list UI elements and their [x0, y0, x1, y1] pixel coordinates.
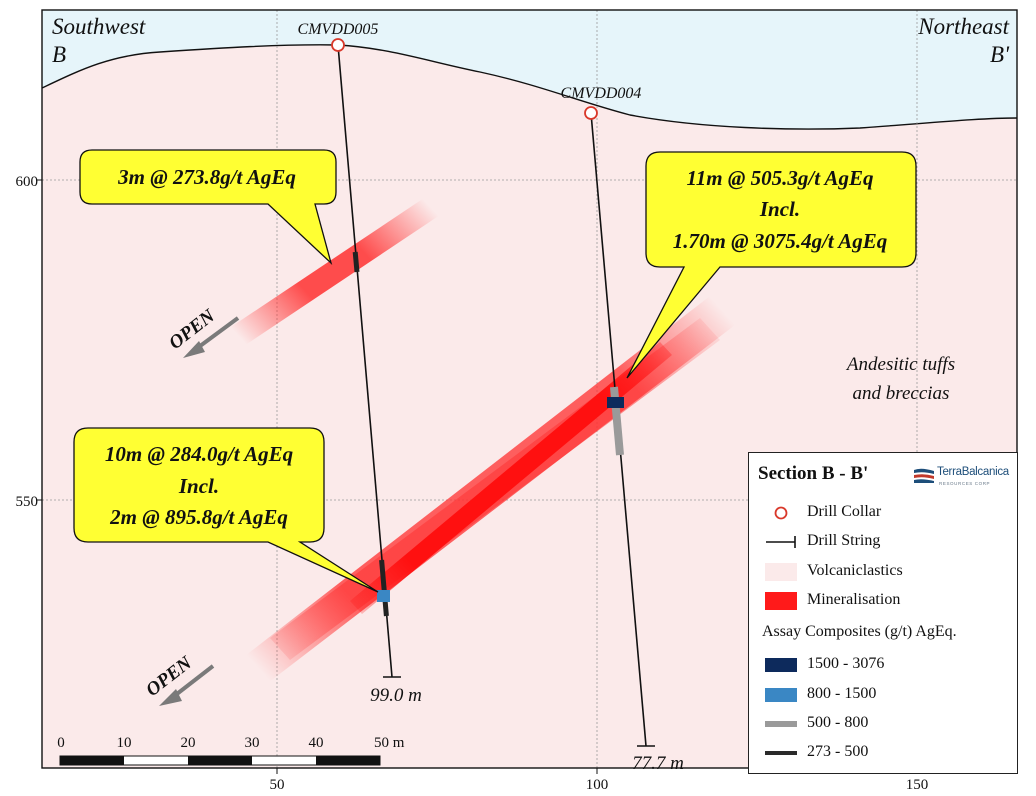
end-depth-cmvdd004: 77.7 m: [632, 753, 684, 774]
hole-label-cmvdd005: CMVDD005: [298, 21, 379, 38]
open-arrow-lower-icon: [159, 689, 182, 706]
x-tick-150: 150: [906, 777, 929, 793]
callout-cmvdd004-line-2: Incl.: [759, 197, 800, 221]
southwest-label: Southwest: [52, 14, 146, 39]
section-start-label: B: [52, 42, 66, 67]
drill-collar-cmvdd005: [331, 38, 345, 52]
legend-item-drill-string: Drill String: [749, 530, 1017, 554]
lithology-label-line-1: Andesitic tuffs: [845, 354, 955, 375]
legend-label-drill-collar: Drill Collar: [807, 503, 882, 520]
mineralisation-zone-upper: [213, 194, 446, 356]
assay-header: Assay Composites (g/t) AgEq.: [762, 623, 957, 640]
scale-label-30: 30: [245, 735, 260, 751]
x-tick-50: 50: [270, 777, 285, 793]
legend-item-assay-273-500: 273 - 500: [749, 741, 1017, 765]
legend-label-mineralisation: Mineralisation: [807, 591, 901, 608]
logo-text: TerraBalcanica: [937, 466, 1009, 478]
open-arrow-upper-icon: [183, 341, 205, 358]
callout-cmvdd004-intercept: 11m @ 505.3g/t AgEq Incl. 1.70m @ 3075.4…: [626, 151, 917, 379]
legend-label-assay-500-800: 500 - 800: [807, 714, 869, 731]
legend-label-volcaniclastics: Volcaniclastics: [807, 562, 903, 579]
legend-panel: Section B - B' TerraBalcanica RESOURCES …: [748, 452, 1018, 774]
callout-upper-line-1: 3m @ 273.8g/t AgEq: [117, 165, 296, 189]
callout-cmvdd005-line-2: Incl.: [178, 474, 219, 498]
scale-bar: 0 10 20 30 40 50 m: [57, 735, 405, 766]
y-tick-600: 600: [16, 174, 39, 190]
callout-cmvdd005-line-1: 10m @ 284.0g/t AgEq: [105, 442, 293, 466]
drill-string-icon: [766, 536, 796, 548]
scale-label-20: 20: [181, 735, 196, 751]
lithology-label-line-2: and breccias: [853, 383, 950, 404]
terra-balcanica-logo-icon: [914, 468, 934, 483]
x-tick-100: 100: [586, 777, 609, 793]
scale-label-0: 0: [57, 735, 65, 751]
legend-label-assay-273-500: 273 - 500: [807, 743, 869, 760]
legend-label-drill-string: Drill String: [807, 532, 881, 549]
assay-1500-3076-swatch: [765, 658, 797, 672]
legend-item-volcaniclastics: Volcaniclastics: [749, 560, 1017, 584]
volcaniclastics-swatch: [765, 563, 797, 581]
assay-1500-3076-marker: [607, 397, 624, 408]
callout-cmvdd004-line-3: 1.70m @ 3075.4g/t AgEq: [673, 229, 887, 253]
drill-string-cmvdd004: [590, 112, 655, 747]
drill-collar-icon: [774, 506, 788, 520]
map-frame: [41, 9, 1018, 769]
drill-collar-cmvdd004: [584, 106, 598, 120]
legend-label-assay-800-1500: 800 - 1500: [807, 685, 877, 702]
legend-label-assay-1500-3076: 1500 - 3076: [807, 655, 885, 672]
callout-cmvdd005-intercept: 10m @ 284.0g/t AgEq Incl. 2m @ 895.8g/t …: [73, 427, 379, 593]
mineralisation-swatch: [765, 592, 797, 610]
legend-item-assay-800-1500: 800 - 1500: [749, 683, 1017, 707]
assay-800-1500-marker: [377, 590, 390, 602]
callout-cmvdd004-line-1: 11m @ 505.3g/t AgEq: [686, 166, 873, 190]
assay-800-1500-swatch: [765, 688, 797, 702]
y-tick-550: 550: [16, 494, 39, 510]
callout-upper-intercept: 3m @ 273.8g/t AgEq: [79, 149, 337, 266]
scale-label-10: 10: [117, 735, 132, 751]
drill-string-cmvdd005: [337, 44, 401, 678]
section-end-label: B': [990, 42, 1010, 67]
legend-item-assay-1500-3076: 1500 - 3076: [749, 653, 1017, 677]
legend-item-mineralisation: Mineralisation: [749, 589, 1017, 613]
end-depth-cmvdd005: 99.0 m: [370, 685, 422, 706]
northeast-label: Northeast: [917, 14, 1009, 39]
logo-subtext: RESOURCES CORP: [939, 481, 991, 486]
callout-cmvdd005-line-3: 2m @ 895.8g/t AgEq: [109, 505, 288, 529]
legend-title: Section B - B': [758, 463, 869, 484]
legend-item-drill-collar: Drill Collar: [749, 501, 1017, 525]
topography-line: [42, 44, 1017, 130]
legend-item-assay-500-800: 500 - 800: [749, 712, 1017, 736]
assay-500-800-swatch: [765, 721, 797, 727]
hole-label-cmvdd004: CMVDD004: [561, 85, 642, 102]
company-logo: TerraBalcanica RESOURCES CORP: [913, 464, 1011, 490]
scale-label-40: 40: [309, 735, 324, 751]
scale-label-50: 50 m: [374, 735, 405, 751]
mineralisation-zone-lower-core: [350, 342, 672, 614]
assay-273-500-swatch: [765, 751, 797, 755]
